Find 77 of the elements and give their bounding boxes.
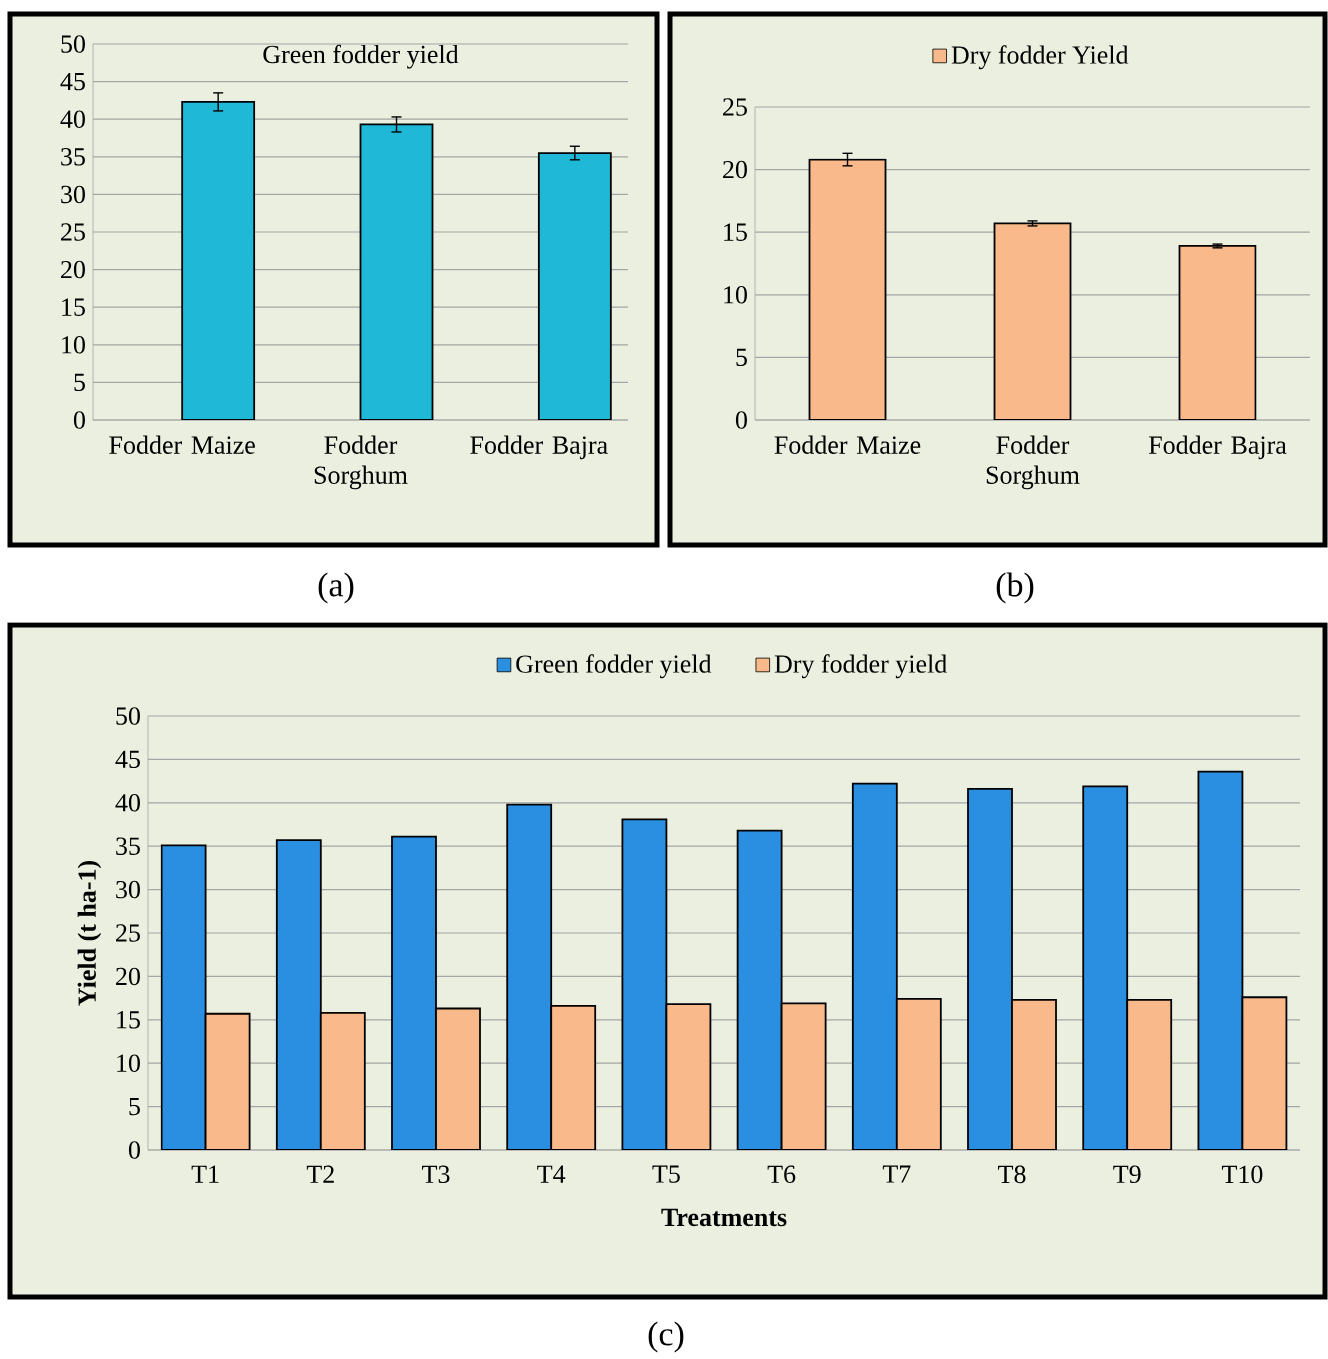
y-tick-label: 15 [117,1011,140,1029]
bar [781,1003,826,1150]
bar [1178,245,1257,420]
bar [1083,786,1128,1150]
bar [737,830,782,1150]
x-axis-title: Treatments [661,1208,787,1227]
bar [161,845,206,1150]
bar [276,840,321,1150]
bar [392,836,436,1150]
bar [507,804,552,1150]
x-tick-label: T5 [652,1165,680,1183]
x-tick-label: Fodder Sorghum [986,435,1080,490]
bar [993,222,1072,420]
bar [359,123,434,420]
y-tick-label: 0 [128,1141,140,1159]
y-tick-label: 10 [117,1054,140,1072]
x-tick-label: T1 [191,1165,219,1183]
bar [1012,999,1057,1150]
y-tick-label: 15 [724,223,747,241]
y-tick-label: 40 [115,794,140,812]
y-tick-label: 5 [129,1097,140,1116]
x-tick-label: Fodder Sorghum [314,435,408,490]
bar [1127,999,1172,1150]
bar [205,1013,250,1150]
y-tick-label: 15 [62,298,85,316]
y-tick-label: 25 [61,223,85,241]
bar [551,1005,596,1150]
x-tick-label: Fodder Bajra [1148,435,1287,460]
y-tick-label: 0 [73,411,85,429]
x-tick-label: Fodder Maize [774,435,921,454]
y-tick-label: 50 [61,35,85,53]
y-tick-label: 25 [116,924,140,942]
bar [320,1012,365,1150]
x-tick-label: Fodder Bajra [470,435,608,460]
x-tick-label: T2 [306,1165,334,1183]
legend-label: Dry fodder yield [774,654,947,679]
x-tick-label: T7 [882,1165,911,1183]
text: (b) [996,572,1034,604]
y-tick-label: 10 [62,336,85,354]
x-tick-label: T4 [537,1165,566,1183]
bar [436,1008,480,1150]
y-tick-label: 20 [723,160,747,179]
text: (a) [318,572,354,604]
x-tick-label: T8 [998,1165,1026,1184]
y-tick-label: 20 [116,967,140,986]
y-tick-label: 5 [736,348,747,367]
y-tick-label: 5 [74,373,85,392]
y-tick-label: 35 [116,837,140,855]
y-tick-label: 40 [60,110,85,128]
y-tick-label: 50 [116,707,140,725]
text: (c) [648,1321,684,1353]
y-tick-label: 20 [61,260,85,279]
y-tick-label: 10 [724,286,747,304]
bar [852,783,897,1150]
bar [1197,770,1244,1150]
chart-title: Green fodder yield [263,44,459,69]
y-axis-title: Yield (t ha-1) [77,860,102,1006]
y-tick-label: 45 [115,750,140,769]
y-tick-label: 0 [735,411,747,429]
bar [808,158,887,420]
y-tick-label: 35 [61,148,85,166]
x-tick-label: Fodder Maize [109,435,255,454]
x-tick-label: T3 [422,1165,450,1184]
bar [1241,996,1288,1150]
y-tick-label: 45 [60,72,85,91]
x-tick-label: T6 [767,1165,796,1184]
legend-label: Dry fodder Yield [951,45,1129,70]
x-tick-label: T10 [1221,1165,1263,1184]
y-tick-label: 30 [61,185,85,204]
bar [896,998,941,1150]
bar [666,1004,711,1150]
y-tick-label: 30 [116,880,140,899]
bar [968,788,1013,1150]
y-tick-label: 25 [723,98,747,116]
x-tick-label: T9 [1113,1165,1141,1184]
legend-label: Green fodder yield [516,654,712,679]
bar [622,819,667,1150]
